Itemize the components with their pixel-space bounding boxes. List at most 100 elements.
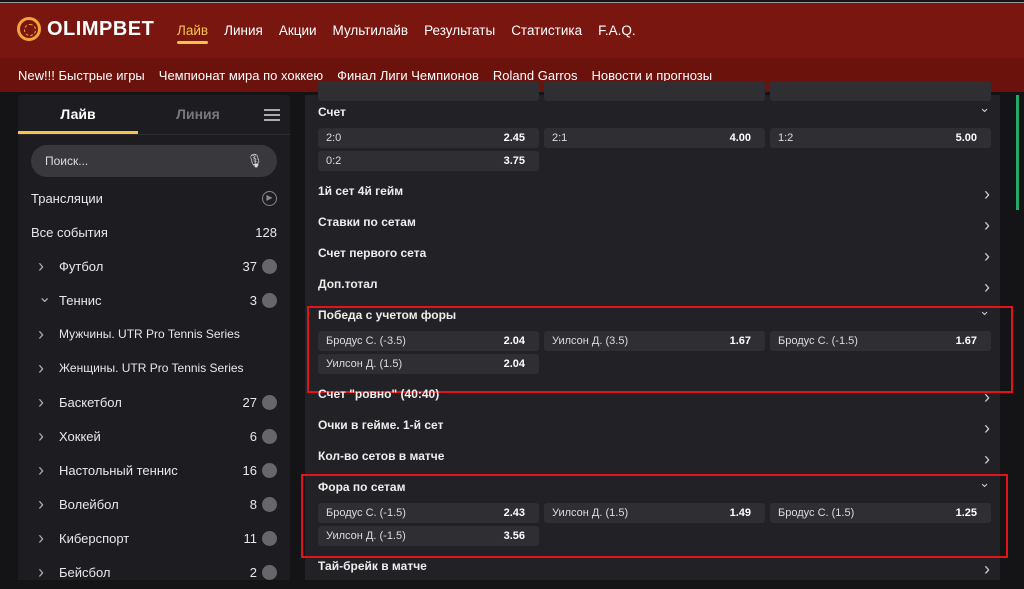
sport-label: Волейбол xyxy=(59,496,119,512)
basketball-icon xyxy=(262,394,277,410)
subnav-item[interactable]: New!!! Быстрые игры xyxy=(18,67,145,83)
market-header[interactable]: Кол-во сетов в матче › xyxy=(318,449,990,470)
search-input[interactable] xyxy=(45,154,245,168)
sport-item[interactable]: › Мужчины. UTR Pro Tennis Series xyxy=(18,317,290,351)
sport-left: › Хоккей xyxy=(31,426,101,447)
tab-live[interactable]: Лайв xyxy=(18,95,138,134)
sport-left: › Волейбол xyxy=(31,494,119,515)
microphone-icon[interactable]: 🎙 xyxy=(246,153,263,168)
market-header[interactable]: 1й сет 4й гейм › xyxy=(318,184,990,205)
chevron-down-icon[interactable]: ⌄ xyxy=(979,475,990,490)
sport-item[interactable]: › Киберспорт 11 xyxy=(18,521,290,555)
odds-value: 2.04 xyxy=(503,335,525,347)
logo-icon xyxy=(17,17,41,41)
gamepad-icon xyxy=(262,530,277,546)
nav-item[interactable]: Результаты xyxy=(424,23,496,38)
sport-item[interactable]: › Хоккей 6 xyxy=(18,419,290,453)
sport-label: Бейсбол xyxy=(59,564,111,580)
odds-button[interactable]: Уилсон Д. (3.5) 1.67 xyxy=(544,331,765,351)
odds-button[interactable] xyxy=(318,81,539,101)
chevron-right-icon[interactable]: › xyxy=(984,387,990,407)
chevron-right-icon[interactable]: › xyxy=(984,449,990,469)
chevron-right-icon[interactable]: › xyxy=(38,561,44,582)
chevron-down-icon[interactable]: ⌄ xyxy=(979,100,990,115)
broadcasts-item[interactable]: Трансляции ▶ xyxy=(18,181,290,215)
odds-label: Бродус С. (-1.5) xyxy=(778,335,858,347)
sport-left: ⌄ Теннис xyxy=(31,289,102,308)
odds-button[interactable]: 2:1 4.00 xyxy=(544,128,765,148)
market-header[interactable]: Доп.тотал › xyxy=(318,277,990,298)
sport-item[interactable]: › Баскетбол 27 xyxy=(18,385,290,419)
chevron-right-icon[interactable]: › xyxy=(38,493,44,514)
sport-item[interactable]: › Женщины. UTR Pro Tennis Series xyxy=(18,351,290,385)
sport-label: Хоккей xyxy=(59,428,101,444)
hockey-stick-icon xyxy=(262,428,277,444)
all-events-item[interactable]: Все события 128 xyxy=(18,215,290,249)
odds-value: 1.25 xyxy=(955,507,977,519)
odds-button[interactable]: Уилсон Д. (1.5) 1.49 xyxy=(544,503,765,523)
chevron-right-icon[interactable]: › xyxy=(984,246,990,266)
market-header[interactable]: Счет первого сета › xyxy=(318,246,990,267)
scrollbar[interactable] xyxy=(1016,95,1019,210)
chevron-right-icon[interactable]: › xyxy=(38,425,44,446)
sport-item[interactable]: ⌄ Теннис 3 xyxy=(18,283,290,317)
logo[interactable]: OLIMPBET xyxy=(17,17,154,41)
odds-button[interactable]: 1:2 5.00 xyxy=(770,128,991,148)
chevron-right-icon[interactable]: › xyxy=(38,391,44,412)
sport-left: › Бейсбол xyxy=(31,562,111,583)
chevron-right-icon[interactable]: › xyxy=(984,184,990,204)
odds-button[interactable]: Уилсон Д. (-1.5) 3.56 xyxy=(318,526,539,546)
odds-button[interactable]: Бродус С. (-1.5) 1.67 xyxy=(770,331,991,351)
odds-button[interactable]: Бродус С. (-3.5) 2.04 xyxy=(318,331,539,351)
count-value: 16 xyxy=(242,462,257,478)
chevron-down-icon[interactable]: ⌄ xyxy=(38,289,52,306)
nav-item[interactable]: Статистика xyxy=(511,23,583,38)
market-header[interactable]: Тай-брейк в матче › xyxy=(318,559,990,580)
sport-left: › Футбол xyxy=(31,256,103,277)
odds-button[interactable]: 0:2 3.75 xyxy=(318,151,539,171)
odds-button[interactable]: Бродус С. (1.5) 1.25 xyxy=(770,503,991,523)
market-header[interactable]: Ставки по сетам › xyxy=(318,215,990,236)
chevron-right-icon[interactable]: › xyxy=(38,255,44,276)
odds-button[interactable]: 2:0 2.45 xyxy=(318,128,539,148)
chevron-right-icon[interactable]: › xyxy=(984,277,990,297)
odds-button[interactable] xyxy=(770,81,991,101)
sport-item[interactable]: › Бейсбол 2 xyxy=(18,555,290,589)
odds-label: Уилсон Д. (1.5) xyxy=(552,507,629,519)
subnav-item[interactable]: Чемпионат мира по хоккею xyxy=(158,67,324,83)
nav-item[interactable]: F.A.Q. xyxy=(598,23,636,38)
market-title: Фора по сетам xyxy=(318,480,406,494)
chevron-right-icon[interactable]: › xyxy=(984,215,990,235)
chevron-right-icon[interactable]: › xyxy=(38,459,44,480)
market-header[interactable]: Победа с учетом форы ⌄ xyxy=(318,303,990,322)
nav-item[interactable]: Мультилайв xyxy=(332,23,409,38)
chevron-right-icon[interactable]: › xyxy=(984,418,990,438)
count-value: 27 xyxy=(242,394,257,410)
sport-item[interactable]: › Футбол 37 xyxy=(18,249,290,283)
subnav-item[interactable]: Финал Лиги Чемпионов xyxy=(337,67,479,83)
subnav-item[interactable]: Новости и прогнозы xyxy=(591,67,713,83)
nav-item[interactable]: Акции xyxy=(278,23,317,38)
market-header[interactable]: Счет "ровно" (40:40) › xyxy=(318,387,990,408)
market-header[interactable]: Фора по сетам ⌄ xyxy=(318,475,990,494)
nav-item[interactable]: Линия xyxy=(224,23,263,38)
sport-count: 11 xyxy=(244,530,277,546)
odds-button[interactable]: Бродус С. (-1.5) 2.43 xyxy=(318,503,539,523)
tab-line[interactable]: Линия xyxy=(176,106,220,122)
odds-button[interactable] xyxy=(544,81,765,101)
odds-button[interactable]: Уилсон Д. (1.5) 2.04 xyxy=(318,354,539,374)
chevron-right-icon[interactable]: › xyxy=(984,559,990,579)
chevron-right-icon[interactable]: › xyxy=(38,357,44,378)
subnav-item[interactable]: Roland Garros xyxy=(492,67,578,83)
baseball-bat-icon xyxy=(262,564,277,580)
sport-item[interactable]: › Настольный теннис 16 xyxy=(18,453,290,487)
market-header[interactable]: Очки в гейме. 1-й сет › xyxy=(318,418,990,439)
chevron-down-icon[interactable]: ⌄ xyxy=(979,303,990,318)
chevron-right-icon[interactable]: › xyxy=(38,323,44,344)
odds-value: 1.67 xyxy=(729,335,751,347)
chevron-right-icon[interactable]: › xyxy=(38,527,44,548)
nav-item[interactable]: Лайв xyxy=(177,23,209,44)
sport-item[interactable]: › Волейбол 8 xyxy=(18,487,290,521)
menu-icon[interactable] xyxy=(264,109,280,121)
market-header[interactable]: Счет ⌄ xyxy=(318,100,990,119)
